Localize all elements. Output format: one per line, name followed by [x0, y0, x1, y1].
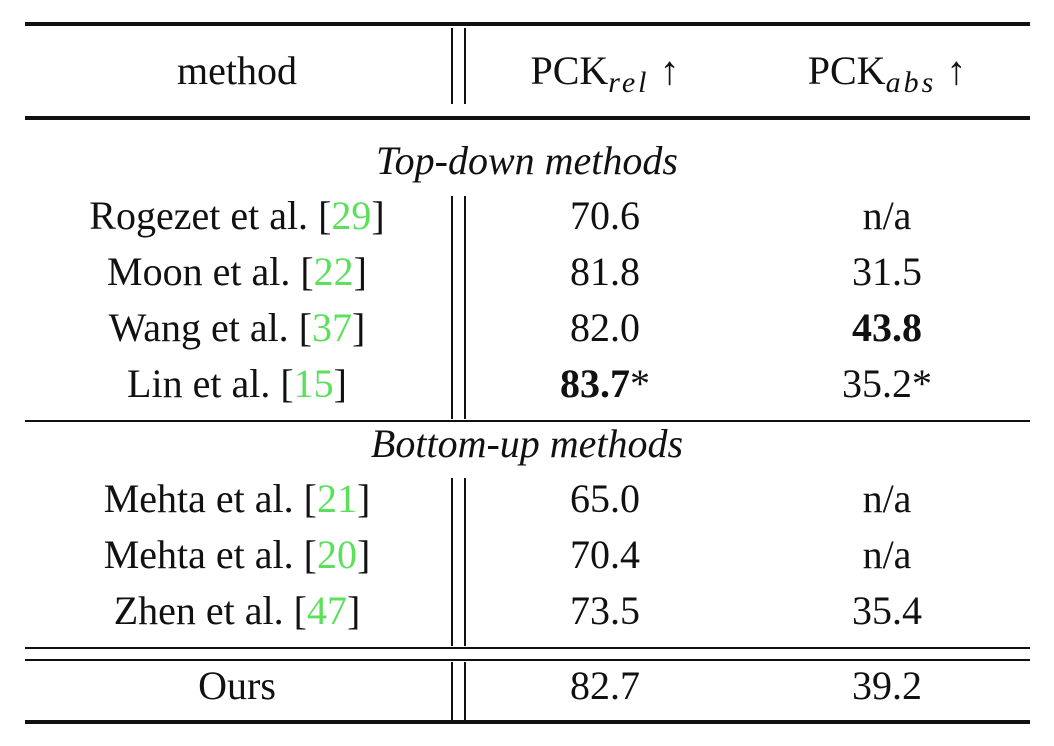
ref-number: 29 — [331, 193, 371, 238]
method-name: Ours — [198, 663, 276, 708]
value-cell: 82.0 — [570, 305, 640, 350]
method-name: Wang et al. — [109, 305, 289, 350]
value: 82.7 — [570, 663, 640, 708]
value: 81.8 — [570, 249, 640, 294]
value: 35.2* — [842, 361, 932, 406]
ref-close: ] — [334, 361, 347, 406]
header-main: PCK — [530, 48, 608, 93]
method-cell: Moon et al. [22] — [107, 249, 367, 294]
ref-close: ] — [352, 305, 365, 350]
value-cell: n/a — [863, 193, 912, 238]
ref-open: [ — [318, 193, 331, 238]
value-cell: 43.8 — [852, 305, 922, 350]
value-cell: 82.7 — [570, 663, 640, 708]
header-sub: rel — [608, 66, 649, 99]
ref-open: [ — [300, 249, 313, 294]
method-cell: Ours — [198, 663, 276, 708]
method-cell: Wang et al. [37] — [109, 305, 366, 350]
value: n/a — [863, 532, 912, 577]
ref-open: [ — [304, 532, 317, 577]
method-name: Mehta et al. — [104, 476, 294, 521]
header-cell: PCKabs ↑ — [808, 48, 967, 99]
ref-close: ] — [357, 476, 370, 521]
header-cell: PCKrel ↑ — [530, 48, 679, 99]
header-cell: method — [177, 48, 297, 93]
ref-number: 15 — [294, 361, 334, 406]
value: 73.5 — [570, 588, 640, 633]
value: 83.7 — [560, 361, 630, 406]
method-name: Rogezet et al. — [89, 193, 308, 238]
value: 35.4 — [852, 588, 922, 633]
value-cell: 39.2 — [852, 663, 922, 708]
value: 82.0 — [570, 305, 640, 350]
value-cell: 81.8 — [570, 249, 640, 294]
value-cell: 83.7* — [560, 361, 650, 406]
ref-close: ] — [357, 532, 370, 577]
value: 70.6 — [570, 193, 640, 238]
value-cell: 70.6 — [570, 193, 640, 238]
column-divider — [451, 28, 466, 720]
ref-open: [ — [299, 305, 312, 350]
header-main: PCK — [808, 48, 886, 93]
value-cell: 70.4 — [570, 532, 640, 577]
ref-open: [ — [294, 588, 307, 633]
value-cell: 35.2* — [842, 361, 932, 406]
ref-open: [ — [304, 476, 317, 521]
method-name: Zhen et al. — [114, 588, 284, 633]
value-cell: 35.4 — [852, 588, 922, 633]
section-title: Top-down methods — [376, 138, 678, 183]
value: 70.4 — [570, 532, 640, 577]
method-cell: Zhen et al. [47] — [114, 588, 361, 633]
method-name: Moon et al. — [107, 249, 290, 294]
ref-number: 22 — [314, 249, 354, 294]
value-cell: 65.0 — [570, 476, 640, 521]
method-cell: Mehta et al. [20] — [104, 532, 371, 577]
ref-number: 37 — [312, 305, 352, 350]
header-sub: abs — [886, 66, 937, 99]
method-cell: Mehta et al. [21] — [104, 476, 371, 521]
ref-number: 21 — [317, 476, 357, 521]
ref-close: ] — [347, 588, 360, 633]
value-cell: 73.5 — [570, 588, 640, 633]
value: 43.8 — [852, 305, 922, 350]
value: 65.0 — [570, 476, 640, 521]
section-title: Bottom-up methods — [371, 421, 683, 466]
method-name: Lin et al. — [127, 361, 270, 406]
ref-open: [ — [280, 361, 293, 406]
method-name: Mehta et al. — [104, 532, 294, 577]
ref-close: ] — [371, 193, 384, 238]
ref-number: 47 — [307, 588, 347, 633]
value: n/a — [863, 476, 912, 521]
value-cell: n/a — [863, 532, 912, 577]
value: 31.5 — [852, 249, 922, 294]
ref-close: ] — [354, 249, 367, 294]
method-cell: Lin et al. [15] — [127, 361, 347, 406]
value-cell: n/a — [863, 476, 912, 521]
method-cell: Rogezet et al. [29] — [89, 193, 384, 238]
ref-number: 20 — [317, 532, 357, 577]
value: 39.2 — [852, 663, 922, 708]
value-mark: * — [630, 361, 650, 406]
header-arrow: ↑ — [660, 48, 680, 93]
value: n/a — [863, 193, 912, 238]
header-arrow: ↑ — [946, 48, 966, 93]
value-cell: 31.5 — [852, 249, 922, 294]
